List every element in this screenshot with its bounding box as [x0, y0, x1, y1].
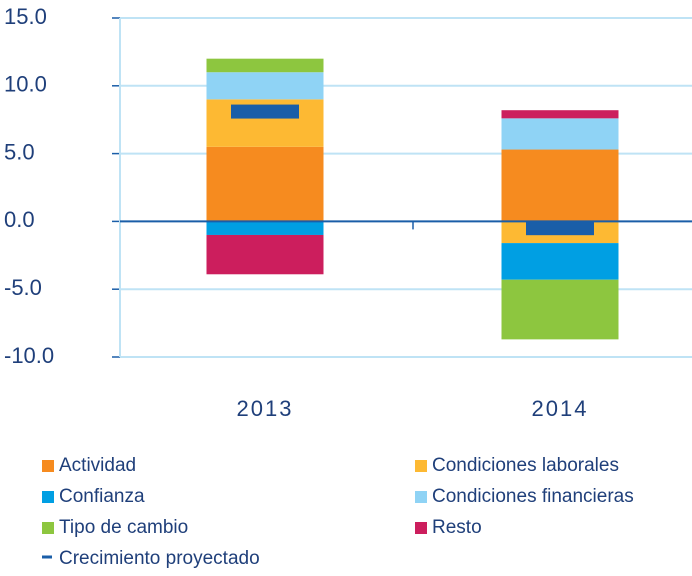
y-tick-label: 5.0 [4, 139, 35, 164]
legend-swatch [42, 491, 54, 503]
legend-swatch [42, 460, 54, 472]
bar-segment [501, 149, 619, 222]
bar-segment [206, 146, 324, 222]
x-tick-label: 2014 [532, 396, 589, 421]
legend-label: Actividad [59, 455, 136, 476]
x-tick-label: 2013 [237, 396, 294, 421]
legend-swatch [415, 460, 427, 472]
projected-marker [526, 221, 594, 236]
legend-label: Condiciones laborales [432, 455, 619, 476]
legend-label: Tipo de cambio [59, 517, 188, 538]
legend-label: Crecimiento proyectado [59, 548, 260, 569]
y-tick-label: 15.0 [4, 4, 47, 29]
bar-segment [501, 110, 619, 119]
bar-segment [206, 234, 324, 275]
legend-label: Condiciones financieras [432, 486, 634, 507]
legend-swatch [42, 522, 54, 534]
legend-label: Confianza [59, 486, 145, 507]
y-tick-label: 0.0 [4, 207, 35, 232]
y-tick-label: -5.0 [4, 275, 42, 300]
bar-segment [206, 72, 324, 100]
bar-segment [501, 243, 619, 280]
legend-swatch [415, 491, 427, 503]
bar-segment [206, 221, 324, 235]
y-tick-label: 10.0 [4, 72, 47, 97]
legend-label: Resto [432, 517, 482, 538]
bar-segment [501, 279, 619, 340]
y-tick-label: -10.0 [4, 343, 54, 368]
bar-segment [501, 118, 619, 150]
projected-marker [231, 104, 299, 119]
legend-swatch [415, 522, 427, 534]
bar-segment [206, 58, 324, 73]
